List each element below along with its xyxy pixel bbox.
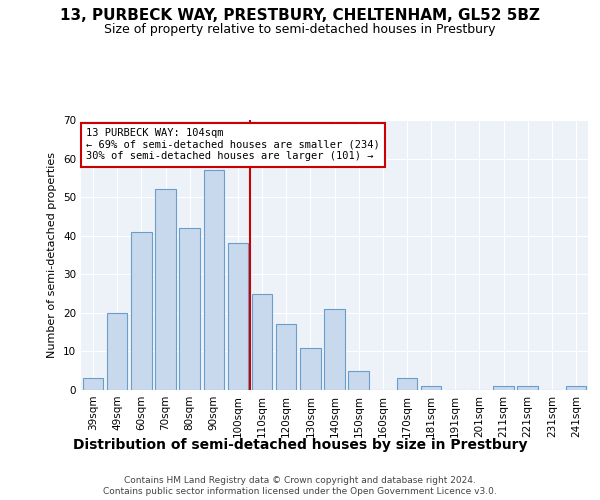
Y-axis label: Number of semi-detached properties: Number of semi-detached properties [47,152,58,358]
Bar [566,386,586,390]
Bar [349,370,369,390]
Text: 13, PURBECK WAY, PRESTBURY, CHELTENHAM, GL52 5BZ: 13, PURBECK WAY, PRESTBURY, CHELTENHAM, … [60,8,540,22]
Bar [131,232,152,390]
Bar [324,309,345,390]
Bar [227,244,248,390]
Bar [397,378,417,390]
Bar [203,170,224,390]
Bar [83,378,103,390]
Text: Distribution of semi-detached houses by size in Prestbury: Distribution of semi-detached houses by … [73,438,527,452]
Bar [276,324,296,390]
Bar [300,348,320,390]
Bar [107,313,127,390]
Bar [252,294,272,390]
Bar [155,190,176,390]
Text: Contains HM Land Registry data © Crown copyright and database right 2024.: Contains HM Land Registry data © Crown c… [124,476,476,485]
Bar [421,386,442,390]
Text: Contains public sector information licensed under the Open Government Licence v3: Contains public sector information licen… [103,488,497,496]
Text: 13 PURBECK WAY: 104sqm
← 69% of semi-detached houses are smaller (234)
30% of se: 13 PURBECK WAY: 104sqm ← 69% of semi-det… [86,128,380,162]
Text: Size of property relative to semi-detached houses in Prestbury: Size of property relative to semi-detach… [104,22,496,36]
Bar [179,228,200,390]
Bar [517,386,538,390]
Bar [493,386,514,390]
